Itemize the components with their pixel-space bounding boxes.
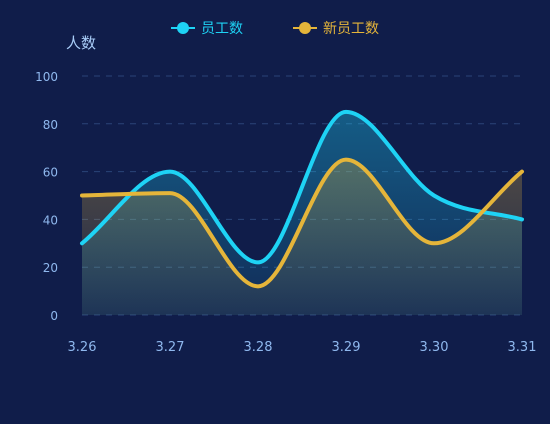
area-new-employees	[82, 159, 522, 315]
point-new-employees[interactable]	[163, 186, 177, 200]
point-new-employees[interactable]	[251, 279, 265, 293]
y-tick-label: 100	[35, 70, 58, 84]
y-tick-label: 60	[43, 166, 58, 180]
line-employees[interactable]	[80, 109, 524, 265]
legend[interactable]: 员工数 新员工数	[171, 21, 379, 37]
line-layer	[75, 105, 529, 293]
legend-marker-new-employees	[299, 22, 311, 34]
point-employees[interactable]	[339, 105, 353, 119]
area-layer	[82, 111, 522, 315]
axis-layer: 人数 0 20 40 60 80 100 3.26 3.27 3.28 3.29 3.30 3.31	[35, 34, 536, 355]
y-tick-label: 80	[43, 118, 58, 132]
legend-label-employees: 员工数	[201, 21, 243, 37]
x-tick-label: 3.27	[156, 340, 185, 355]
x-tick-label: 3.26	[68, 340, 97, 355]
point-new-employees[interactable]	[427, 236, 441, 250]
y-tick-label: 20	[43, 261, 58, 275]
point-new-employees[interactable]	[75, 189, 89, 203]
y-tick-label: 40	[43, 213, 58, 227]
point-new-employees[interactable]	[339, 153, 353, 167]
line-new-employees[interactable]	[80, 157, 524, 289]
x-tick-label: 3.31	[508, 340, 537, 355]
point-employees[interactable]	[251, 255, 265, 269]
x-tick-label: 3.30	[420, 340, 449, 355]
y-tick-label: 0	[50, 309, 58, 323]
legend-marker-employees	[177, 22, 189, 34]
y-axis-label: 人数	[66, 34, 96, 52]
x-tick-label: 3.29	[332, 340, 361, 355]
legend-item-employees[interactable]: 员工数	[171, 21, 243, 37]
point-employees[interactable]	[163, 165, 177, 179]
legend-label-new-employees: 新员工数	[323, 21, 379, 37]
point-employees[interactable]	[75, 236, 89, 250]
point-employees[interactable]	[515, 212, 529, 226]
point-new-employees[interactable]	[515, 165, 529, 179]
x-tick-label: 3.28	[244, 340, 273, 355]
point-employees[interactable]	[427, 189, 441, 203]
legend-item-new-employees[interactable]: 新员工数	[293, 21, 379, 37]
